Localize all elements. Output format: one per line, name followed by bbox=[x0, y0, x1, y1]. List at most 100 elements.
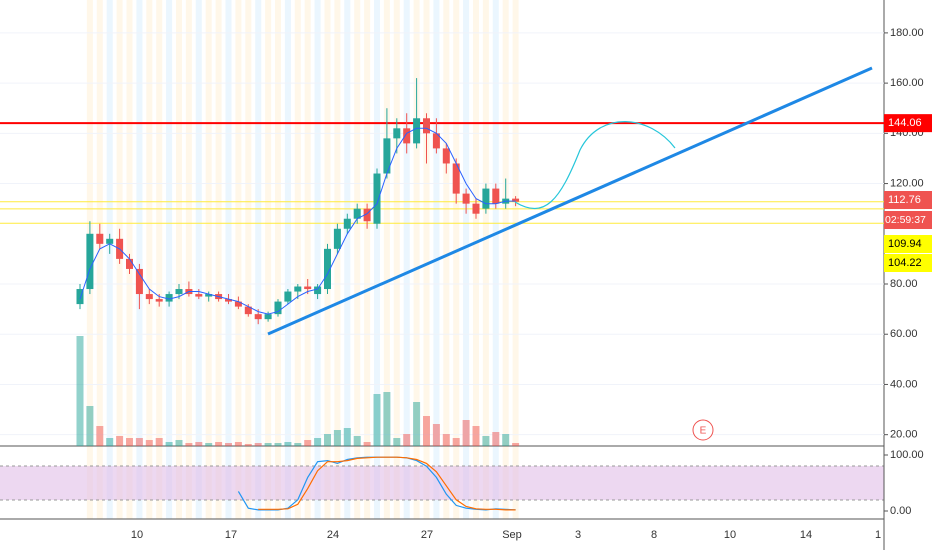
price-label-box bbox=[884, 235, 932, 253]
session-stripe bbox=[473, 0, 479, 519]
session-stripe bbox=[176, 0, 182, 519]
candle-body bbox=[363, 208, 371, 222]
candle-body bbox=[294, 286, 302, 292]
price-label-box bbox=[884, 254, 932, 272]
volume-bar bbox=[324, 434, 331, 446]
volume-bar bbox=[165, 442, 173, 446]
volume-bar bbox=[195, 442, 203, 446]
axes: 20.0040.0060.0080.00120.00140.00160.0018… bbox=[131, 27, 932, 541]
volume-bar bbox=[343, 428, 351, 446]
volume-bar bbox=[175, 440, 183, 446]
session-stripe bbox=[393, 0, 400, 519]
session-stripe bbox=[275, 0, 281, 519]
session-stripe bbox=[136, 0, 143, 519]
candle-body bbox=[343, 218, 351, 229]
session-stripe bbox=[96, 0, 103, 519]
price-label: 112.76 bbox=[888, 194, 921, 206]
session-stripe bbox=[413, 0, 420, 519]
x-tick-label: 14 bbox=[800, 529, 812, 541]
volume-bar bbox=[116, 436, 124, 446]
x-tick-label: Sep bbox=[502, 529, 522, 541]
x-tick-label: 17 bbox=[225, 529, 237, 541]
volume-bar bbox=[185, 443, 193, 446]
volume-bar bbox=[76, 336, 84, 446]
candle-body bbox=[492, 188, 500, 204]
volume-bar bbox=[314, 438, 322, 446]
volume-bar bbox=[106, 438, 114, 446]
session-stripe bbox=[185, 0, 192, 519]
y-tick-label: 60.00 bbox=[890, 328, 918, 340]
volume-bar bbox=[244, 444, 252, 446]
candle-body bbox=[353, 208, 361, 219]
session-stripe bbox=[304, 0, 311, 519]
volume-bar bbox=[482, 436, 490, 446]
volume-bar bbox=[86, 406, 94, 446]
volume-bar bbox=[274, 443, 282, 446]
candle-body bbox=[314, 286, 322, 295]
session-stripe bbox=[383, 0, 390, 519]
session-stripe bbox=[265, 0, 272, 519]
candle-body bbox=[393, 128, 401, 139]
event-marker-label: E bbox=[700, 426, 707, 437]
price-label: 104.22 bbox=[888, 257, 922, 269]
volume-bar bbox=[383, 392, 391, 446]
candle-body bbox=[86, 233, 94, 290]
candle-body bbox=[234, 301, 242, 307]
volume-bar bbox=[96, 426, 104, 446]
volume-bar bbox=[413, 402, 421, 446]
y-tick-label: 120.00 bbox=[890, 177, 924, 189]
volume-bar bbox=[155, 438, 163, 446]
session-stripe bbox=[403, 0, 410, 519]
volume-bar bbox=[126, 438, 133, 446]
volume-bar bbox=[452, 438, 460, 446]
session-stripe bbox=[344, 0, 351, 519]
session-stripe bbox=[364, 0, 371, 519]
candle-body bbox=[126, 258, 133, 269]
y-tick-label: 100.00 bbox=[890, 449, 924, 461]
volume-bar bbox=[145, 440, 153, 446]
volume-bar bbox=[373, 394, 381, 446]
price-label-box bbox=[884, 114, 932, 133]
session-stripe bbox=[166, 0, 173, 519]
candle-body bbox=[383, 138, 391, 174]
volume-bar bbox=[264, 443, 272, 446]
candle-body bbox=[452, 163, 460, 194]
price-label-box bbox=[884, 191, 932, 209]
volume-bar bbox=[353, 436, 361, 446]
x-tick-label: 24 bbox=[327, 529, 339, 541]
volume-bar bbox=[225, 443, 232, 446]
session-stripe bbox=[294, 0, 301, 519]
session-stripe bbox=[374, 0, 380, 519]
volume-bar bbox=[215, 442, 223, 446]
stoch-line bbox=[258, 456, 516, 511]
session-stripe bbox=[235, 0, 242, 519]
session-stripe bbox=[334, 0, 341, 519]
trend-line bbox=[267, 66, 873, 336]
candle-body bbox=[175, 289, 183, 295]
candle-body bbox=[225, 299, 232, 302]
volume-bar bbox=[512, 443, 520, 446]
candle-body bbox=[472, 203, 480, 214]
x-tick-label: 27 bbox=[421, 529, 433, 541]
x-tick-label: 10 bbox=[724, 529, 736, 541]
price-label: 109.94 bbox=[888, 238, 922, 250]
candle-body bbox=[413, 118, 421, 144]
candle-body bbox=[165, 294, 173, 302]
candle-body bbox=[423, 118, 430, 134]
candle-body bbox=[304, 286, 312, 290]
y-tick-label: 180.00 bbox=[890, 27, 924, 39]
candle-body bbox=[96, 233, 104, 244]
session-stripe bbox=[423, 0, 430, 519]
y-tick-label: 80.00 bbox=[890, 278, 918, 290]
session-stripe bbox=[453, 0, 460, 519]
session-stripe bbox=[205, 0, 212, 519]
volume-bar bbox=[462, 420, 470, 446]
y-tick-label: 0.00 bbox=[890, 505, 911, 517]
volume-bar bbox=[442, 434, 450, 446]
session-stripe bbox=[463, 0, 470, 519]
candle-body bbox=[76, 289, 84, 305]
moving-average bbox=[79, 127, 516, 315]
countdown-box bbox=[884, 211, 932, 229]
volume-bar bbox=[403, 434, 411, 446]
